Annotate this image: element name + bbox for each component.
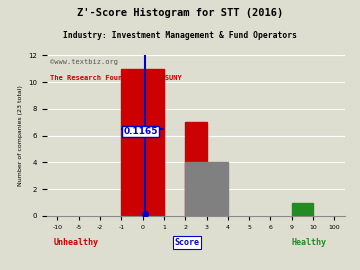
Text: 0.1165: 0.1165 (123, 127, 158, 136)
Bar (185, 122, 207, 216)
Text: Industry: Investment Management & Fund Operators: Industry: Investment Management & Fund O… (63, 31, 297, 40)
Text: Unhealthy: Unhealthy (54, 238, 99, 247)
Bar (292, 202, 313, 216)
Text: ©www.textbiz.org: ©www.textbiz.org (50, 59, 118, 65)
Bar (185, 163, 228, 216)
Y-axis label: Number of companies (23 total): Number of companies (23 total) (18, 85, 23, 186)
Bar (121, 69, 164, 216)
Text: Healthy: Healthy (292, 238, 327, 247)
Text: Z'-Score Histogram for STT (2016): Z'-Score Histogram for STT (2016) (77, 8, 283, 18)
Text: The Research Foundation of SUNY: The Research Foundation of SUNY (50, 75, 181, 80)
Text: Score: Score (175, 238, 199, 247)
